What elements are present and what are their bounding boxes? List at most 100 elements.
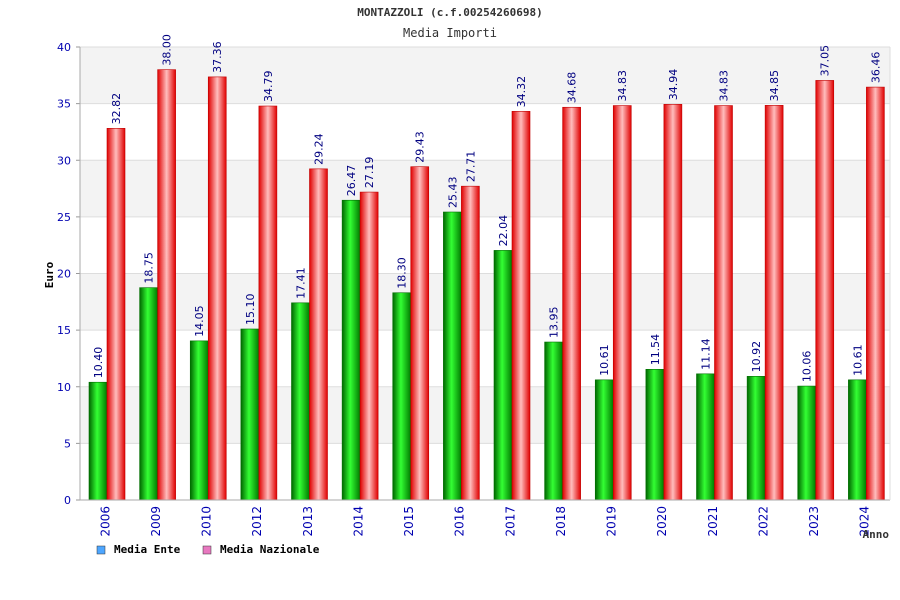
y-tick-labels: 0 5 10 15 20 25 30 35 40 [57, 41, 71, 507]
bar-media-ente-2022 [746, 376, 766, 501]
value-label-media-ente-2009: 18.75 [143, 252, 156, 284]
bar-media-ente-2013 [291, 302, 310, 501]
y-tick-label-10: 10 [57, 381, 71, 394]
value-label-media-nazionale-2022: 34.85 [768, 70, 781, 102]
value-label-media-nazionale-2006: 32.82 [110, 93, 123, 125]
y-tick-label-40: 40 [57, 41, 71, 54]
x-tick-label-2019: 2019 [605, 506, 619, 537]
value-label-media-ente-2010: 14.05 [193, 305, 206, 337]
bar-media-ente-2015 [392, 292, 412, 501]
x-tick-label-2017: 2017 [503, 506, 517, 537]
x-tick-label-2009: 2009 [149, 506, 163, 537]
x-tick-label-2010: 2010 [200, 506, 214, 537]
y-tick-label-30: 30 [57, 154, 71, 167]
value-label-media-nazionale-2010: 37.36 [211, 41, 224, 73]
y-tick-label-0: 0 [64, 494, 71, 507]
bar-media-nazionale-2010 [207, 76, 227, 501]
x-tick-label-2023: 2023 [807, 506, 821, 537]
bar-media-ente-2010 [189, 340, 209, 501]
bar-media-nazionale-2023 [815, 80, 835, 501]
x-tick-label-2021: 2021 [706, 506, 720, 537]
value-label-media-nazionale-2015: 29.43 [414, 131, 427, 163]
value-label-media-nazionale-2023: 37.05 [819, 45, 832, 77]
value-label-media-ente-2016: 25.43 [446, 177, 459, 209]
x-tick-label-2018: 2018 [554, 506, 568, 537]
x-tick-label-2015: 2015 [402, 506, 416, 537]
legend-swatch-media-nazionale [202, 545, 212, 555]
value-label-media-nazionale-2012: 34.79 [262, 71, 275, 103]
y-tick-label-20: 20 [57, 268, 71, 281]
x-tick-label-2024: 2024 [858, 506, 872, 537]
value-label-media-nazionale-2013: 29.24 [313, 133, 326, 165]
bar-media-nazionale-2016 [461, 185, 480, 501]
value-label-media-ente-2022: 10.92 [750, 341, 763, 373]
value-label-media-ente-2013: 17.41 [295, 267, 308, 299]
bar-media-nazionale-2014 [359, 191, 379, 501]
bar-media-nazionale-2022 [764, 105, 784, 501]
value-label-media-ente-2020: 11.54 [649, 334, 662, 366]
x-tick-label-2020: 2020 [655, 506, 669, 537]
legend: Media Ente Media Nazionale [96, 543, 320, 556]
value-label-media-nazionale-2020: 34.94 [667, 69, 680, 101]
value-label-media-ente-2021: 11.14 [700, 338, 713, 370]
bar-media-ente-2020 [645, 369, 665, 501]
value-labels: 10.40 32.82 18.75 38.00 14.05 37.36 15.10 34.79… [92, 34, 882, 382]
bar-media-ente-2014 [341, 199, 361, 501]
value-label-media-nazionale-2014: 27.19 [363, 157, 376, 189]
bar-media-ente-2023 [797, 385, 817, 501]
y-tick-label-35: 35 [57, 98, 71, 111]
value-label-media-nazionale-2019: 34.83 [616, 70, 629, 102]
axes [79, 47, 891, 501]
x-tick-label-2014: 2014 [351, 506, 365, 537]
bar-media-nazionale-2013 [309, 168, 328, 501]
bar-media-nazionale-2006 [106, 128, 126, 501]
bar-media-ente-2017 [493, 250, 513, 501]
value-label-media-nazionale-2024: 36.46 [869, 52, 882, 84]
bar-media-nazionale-2012 [258, 105, 278, 501]
value-label-media-ente-2017: 22.04 [497, 215, 510, 247]
x-tick-label-2006: 2006 [98, 506, 112, 537]
value-label-media-ente-2015: 18.30 [396, 257, 409, 289]
bar-media-ente-2021 [696, 373, 715, 501]
y-tick-label-25: 25 [57, 211, 71, 224]
bar-media-ente-2009 [139, 287, 158, 501]
bar-media-nazionale-2009 [157, 69, 176, 501]
value-label-media-ente-2018: 13.95 [548, 307, 561, 339]
value-label-media-ente-2012: 15.10 [244, 293, 257, 325]
chart-subtitle: Media Importi [403, 26, 497, 40]
value-label-media-ente-2024: 10.61 [851, 344, 864, 376]
legend-swatch-media-ente [96, 545, 106, 555]
y-tick-label-5: 5 [64, 437, 71, 450]
legend-label-media-ente: Media Ente [114, 543, 181, 556]
legend-label-media-nazionale: Media Nazionale [220, 543, 320, 556]
value-label-media-ente-2019: 10.61 [598, 344, 611, 376]
value-label-media-ente-2006: 10.40 [92, 347, 105, 379]
y-tick-label-15: 15 [57, 324, 71, 337]
y-axis-label: Euro [43, 261, 56, 288]
bar-media-ente-2019 [594, 379, 614, 501]
value-label-media-nazionale-2018: 34.68 [566, 72, 579, 104]
bar-media-nazionale-2021 [714, 105, 733, 501]
value-label-media-nazionale-2021: 34.83 [718, 70, 731, 102]
bar-media-nazionale-2020 [663, 104, 683, 501]
x-tick-labels: 2006 2009 2010 2012 2013 2014 2015 2016 2017 2018… [98, 506, 871, 537]
x-axis-label: Anno [863, 528, 890, 541]
value-label-media-ente-2023: 10.06 [801, 351, 814, 383]
value-label-media-nazionale-2009: 38.00 [161, 34, 174, 66]
bar-media-ente-2024 [848, 379, 867, 501]
bar-media-ente-2016 [443, 211, 462, 501]
value-label-media-ente-2014: 26.47 [345, 165, 358, 197]
x-tick-label-2012: 2012 [250, 506, 264, 537]
x-tick-label-2016: 2016 [453, 506, 467, 537]
bar-media-ente-2012 [240, 328, 260, 501]
value-label-media-nazionale-2016: 27.71 [464, 151, 477, 183]
bar-media-nazionale-2018 [562, 106, 581, 501]
bar-media-nazionale-2017 [511, 111, 531, 501]
bar-media-ente-2018 [544, 341, 563, 501]
bar-media-nazionale-2019 [612, 105, 632, 501]
value-label-media-nazionale-2017: 34.32 [515, 76, 528, 108]
chart-title: MONTAZZOLI (c.f.00254260698) [357, 6, 542, 19]
x-tick-label-2013: 2013 [301, 506, 315, 537]
bar-media-nazionale-2015 [410, 166, 430, 501]
